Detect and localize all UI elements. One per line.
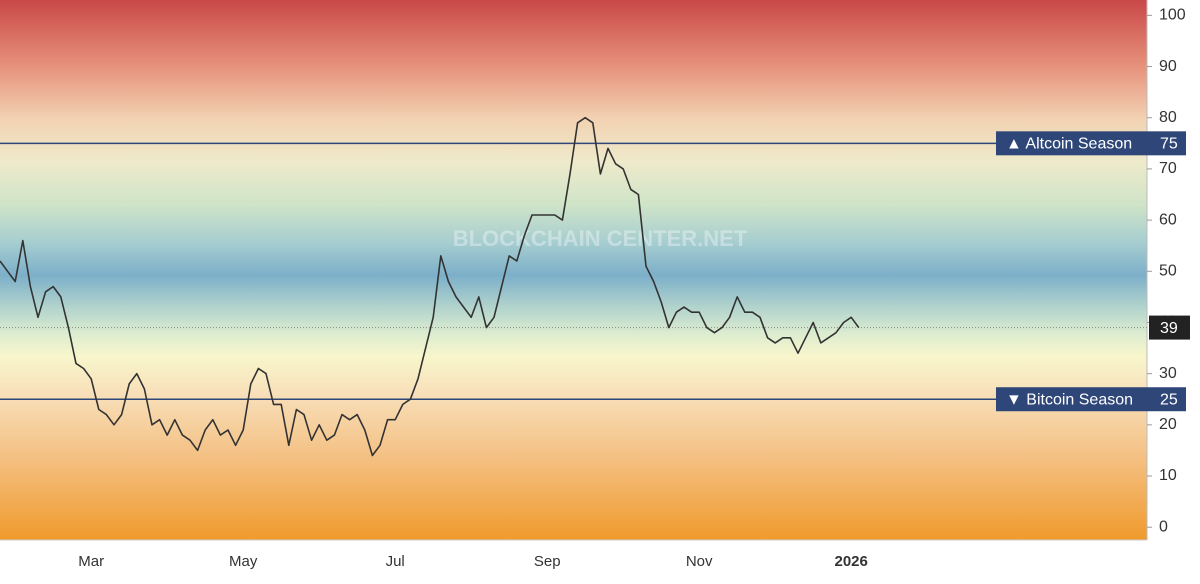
y-tick-label: 80 bbox=[1159, 109, 1177, 126]
y-tick-label: 10 bbox=[1159, 467, 1177, 484]
plot-background bbox=[0, 0, 1147, 540]
reference-label: ▲ Altcoin Season bbox=[1006, 136, 1132, 153]
y-tick-label: 30 bbox=[1159, 365, 1177, 382]
series-line bbox=[0, 116, 860, 457]
y-tick-label: 20 bbox=[1159, 416, 1177, 433]
reference-value: 25 bbox=[1160, 391, 1178, 408]
y-tick-label: 70 bbox=[1159, 160, 1177, 177]
y-tick-label: 50 bbox=[1159, 262, 1177, 279]
y-tick-label: 60 bbox=[1159, 211, 1177, 228]
x-tick-label: 2026 bbox=[835, 553, 868, 570]
reference-badge bbox=[996, 387, 1186, 412]
y-tick-label: 0 bbox=[1159, 518, 1168, 535]
x-tick-label: Nov bbox=[686, 553, 713, 570]
y-tick-label: 90 bbox=[1159, 58, 1177, 75]
reference-label: ▼ Bitcoin Season bbox=[1006, 391, 1133, 408]
reference-value: 75 bbox=[1160, 136, 1178, 153]
current-value-label: 39 bbox=[1160, 320, 1178, 337]
x-tick-label: May bbox=[229, 553, 258, 570]
x-tick-label: Mar bbox=[78, 553, 104, 570]
reference-badge bbox=[996, 131, 1186, 156]
watermark: BLOCKCHAIN CENTER.NET bbox=[453, 226, 748, 251]
y-tick-label: 100 bbox=[1159, 7, 1186, 24]
x-tick-label: Sep bbox=[534, 553, 561, 570]
x-tick-label: Jul bbox=[386, 553, 405, 570]
current-value-badge bbox=[1149, 315, 1190, 340]
